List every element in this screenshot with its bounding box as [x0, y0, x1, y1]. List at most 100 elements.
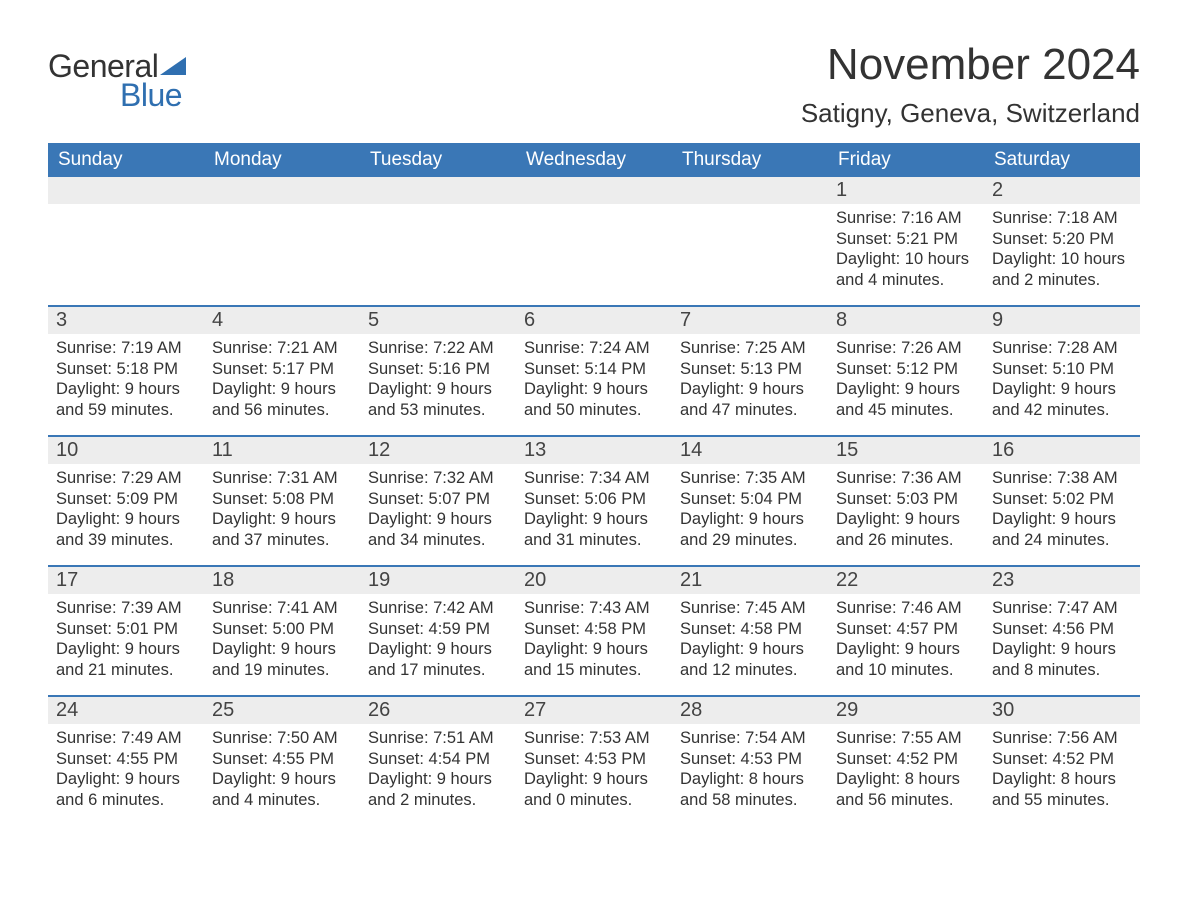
day-body: Sunrise: 7:19 AMSunset: 5:18 PMDaylight:… — [48, 334, 204, 429]
sunset-line: Sunset: 5:12 PM — [836, 359, 976, 380]
day-cell: 3Sunrise: 7:19 AMSunset: 5:18 PMDaylight… — [48, 307, 204, 435]
week-row: 1Sunrise: 7:16 AMSunset: 5:21 PMDaylight… — [48, 177, 1140, 305]
sunset-line: Sunset: 5:09 PM — [56, 489, 196, 510]
week-row: 10Sunrise: 7:29 AMSunset: 5:09 PMDayligh… — [48, 435, 1140, 565]
day-body: Sunrise: 7:55 AMSunset: 4:52 PMDaylight:… — [828, 724, 984, 819]
daylight-line: Daylight: 9 hours and 31 minutes. — [524, 509, 664, 550]
daylight-line: Daylight: 9 hours and 53 minutes. — [368, 379, 508, 420]
sunrise-line: Sunrise: 7:39 AM — [56, 598, 196, 619]
day-cell: 15Sunrise: 7:36 AMSunset: 5:03 PMDayligh… — [828, 437, 984, 565]
day-cell: 1Sunrise: 7:16 AMSunset: 5:21 PMDaylight… — [828, 177, 984, 305]
day-cell: 2 Sunrise: 7:18 AMSunset: 5:20 PMDaylight… — [984, 177, 1140, 305]
sunset-line: Sunset: 5:01 PM — [56, 619, 196, 640]
day-number: 27 — [516, 697, 672, 724]
day-number: 19 — [360, 567, 516, 594]
dow-cell: Monday — [204, 143, 360, 177]
sunrise-line: Sunrise: 7:49 AM — [56, 728, 196, 749]
day-cell: 16Sunrise: 7:38 AMSunset: 5:02 PMDayligh… — [984, 437, 1140, 565]
sunset-line: Sunset: 4:56 PM — [992, 619, 1132, 640]
sunrise-line: Sunrise: 7:26 AM — [836, 338, 976, 359]
day-number: 1 — [828, 177, 984, 204]
day-cell: 20Sunrise: 7:43 AMSunset: 4:58 PMDayligh… — [516, 567, 672, 695]
sunrise-line: Sunrise: 7:45 AM — [680, 598, 820, 619]
daylight-line: Daylight: 9 hours and 8 minutes. — [992, 639, 1132, 680]
sunrise-line: Sunrise: 7:19 AM — [56, 338, 196, 359]
daylight-line: Daylight: 9 hours and 37 minutes. — [212, 509, 352, 550]
sunrise-line: Sunrise: 7:56 AM — [992, 728, 1132, 749]
sunrise-line: Sunrise: 7:35 AM — [680, 468, 820, 489]
daylight-line: Daylight: 9 hours and 47 minutes. — [680, 379, 820, 420]
sunrise-line: Sunrise: 7:54 AM — [680, 728, 820, 749]
sunset-line: Sunset: 5:10 PM — [992, 359, 1132, 380]
daylight-line: Daylight: 9 hours and 50 minutes. — [524, 379, 664, 420]
day-number: 11 — [204, 437, 360, 464]
day-cell: 21Sunrise: 7:45 AMSunset: 4:58 PMDayligh… — [672, 567, 828, 695]
header: General Blue November 2024 Satigny, Gene… — [48, 40, 1140, 129]
day-body: Sunrise: 7:53 AMSunset: 4:53 PMDaylight:… — [516, 724, 672, 819]
day-number: 10 — [48, 437, 204, 464]
dow-cell: Sunday — [48, 143, 204, 177]
day-number: 12 — [360, 437, 516, 464]
day-number: 25 — [204, 697, 360, 724]
sunrise-line: Sunrise: 7:21 AM — [212, 338, 352, 359]
day-number: 3 — [48, 307, 204, 334]
daylight-line: Daylight: 9 hours and 39 minutes. — [56, 509, 196, 550]
daylight-line: Daylight: 9 hours and 42 minutes. — [992, 379, 1132, 420]
month-title: November 2024 — [801, 40, 1140, 90]
sunset-line: Sunset: 5:14 PM — [524, 359, 664, 380]
sunset-line: Sunset: 5:04 PM — [680, 489, 820, 510]
sunrise-line: Sunrise: 7:25 AM — [680, 338, 820, 359]
day-cell — [48, 177, 204, 305]
day-body: Sunrise: 7:49 AMSunset: 4:55 PMDaylight:… — [48, 724, 204, 819]
sunrise-line: Sunrise: 7:28 AM — [992, 338, 1132, 359]
sunset-line: Sunset: 5:02 PM — [992, 489, 1132, 510]
sunset-line: Sunset: 5:20 PM — [992, 229, 1132, 250]
dow-cell: Friday — [828, 143, 984, 177]
daylight-line: Daylight: 9 hours and 17 minutes. — [368, 639, 508, 680]
dow-cell: Saturday — [984, 143, 1140, 177]
daylight-line: Daylight: 9 hours and 19 minutes. — [212, 639, 352, 680]
day-cell: 7Sunrise: 7:25 AMSunset: 5:13 PMDaylight… — [672, 307, 828, 435]
sunrise-line: Sunrise: 7:50 AM — [212, 728, 352, 749]
dow-cell: Wednesday — [516, 143, 672, 177]
daylight-line: Daylight: 10 hours and 2 minutes. — [992, 249, 1132, 290]
day-cell: 18Sunrise: 7:41 AMSunset: 5:00 PMDayligh… — [204, 567, 360, 695]
location-subtitle: Satigny, Geneva, Switzerland — [801, 98, 1140, 129]
daylight-line: Daylight: 10 hours and 4 minutes. — [836, 249, 976, 290]
sunset-line: Sunset: 4:54 PM — [368, 749, 508, 770]
daylight-line: Daylight: 9 hours and 59 minutes. — [56, 379, 196, 420]
day-body: Sunrise: 7:26 AMSunset: 5:12 PMDaylight:… — [828, 334, 984, 429]
day-cell: 27Sunrise: 7:53 AMSunset: 4:53 PMDayligh… — [516, 697, 672, 825]
daylight-line: Daylight: 8 hours and 58 minutes. — [680, 769, 820, 810]
day-body: Sunrise: 7:41 AMSunset: 5:00 PMDaylight:… — [204, 594, 360, 689]
sunset-line: Sunset: 4:53 PM — [680, 749, 820, 770]
day-cell: 22Sunrise: 7:46 AMSunset: 4:57 PMDayligh… — [828, 567, 984, 695]
calendar: SundayMondayTuesdayWednesdayThursdayFrid… — [48, 143, 1140, 825]
day-number: 17 — [48, 567, 204, 594]
day-number: 16 — [984, 437, 1140, 464]
weeks-container: 1Sunrise: 7:16 AMSunset: 5:21 PMDaylight… — [48, 177, 1140, 825]
sunrise-line: Sunrise: 7:55 AM — [836, 728, 976, 749]
daylight-line: Daylight: 9 hours and 29 minutes. — [680, 509, 820, 550]
day-number: 7 — [672, 307, 828, 334]
sunrise-line: Sunrise: 7:41 AM — [212, 598, 352, 619]
logo: General Blue — [48, 48, 186, 114]
sunrise-line: Sunrise: 7:24 AM — [524, 338, 664, 359]
day-cell: 19Sunrise: 7:42 AMSunset: 4:59 PMDayligh… — [360, 567, 516, 695]
sunrise-line: Sunrise: 7:18 AM — [992, 208, 1132, 229]
sunrise-line: Sunrise: 7:36 AM — [836, 468, 976, 489]
day-cell: 29Sunrise: 7:55 AMSunset: 4:52 PMDayligh… — [828, 697, 984, 825]
day-body: Sunrise: 7:51 AMSunset: 4:54 PMDaylight:… — [360, 724, 516, 819]
dow-cell: Tuesday — [360, 143, 516, 177]
day-number: 18 — [204, 567, 360, 594]
sunrise-line: Sunrise: 7:43 AM — [524, 598, 664, 619]
day-body: Sunrise: 7:43 AMSunset: 4:58 PMDaylight:… — [516, 594, 672, 689]
sunset-line: Sunset: 4:59 PM — [368, 619, 508, 640]
daylight-line: Daylight: 9 hours and 26 minutes. — [836, 509, 976, 550]
day-number: 2 — [984, 177, 1140, 204]
day-cell: 17Sunrise: 7:39 AMSunset: 5:01 PMDayligh… — [48, 567, 204, 695]
sunrise-line: Sunrise: 7:22 AM — [368, 338, 508, 359]
sunset-line: Sunset: 5:16 PM — [368, 359, 508, 380]
day-body: Sunrise: 7:39 AMSunset: 5:01 PMDaylight:… — [48, 594, 204, 689]
sunrise-line: Sunrise: 7:46 AM — [836, 598, 976, 619]
